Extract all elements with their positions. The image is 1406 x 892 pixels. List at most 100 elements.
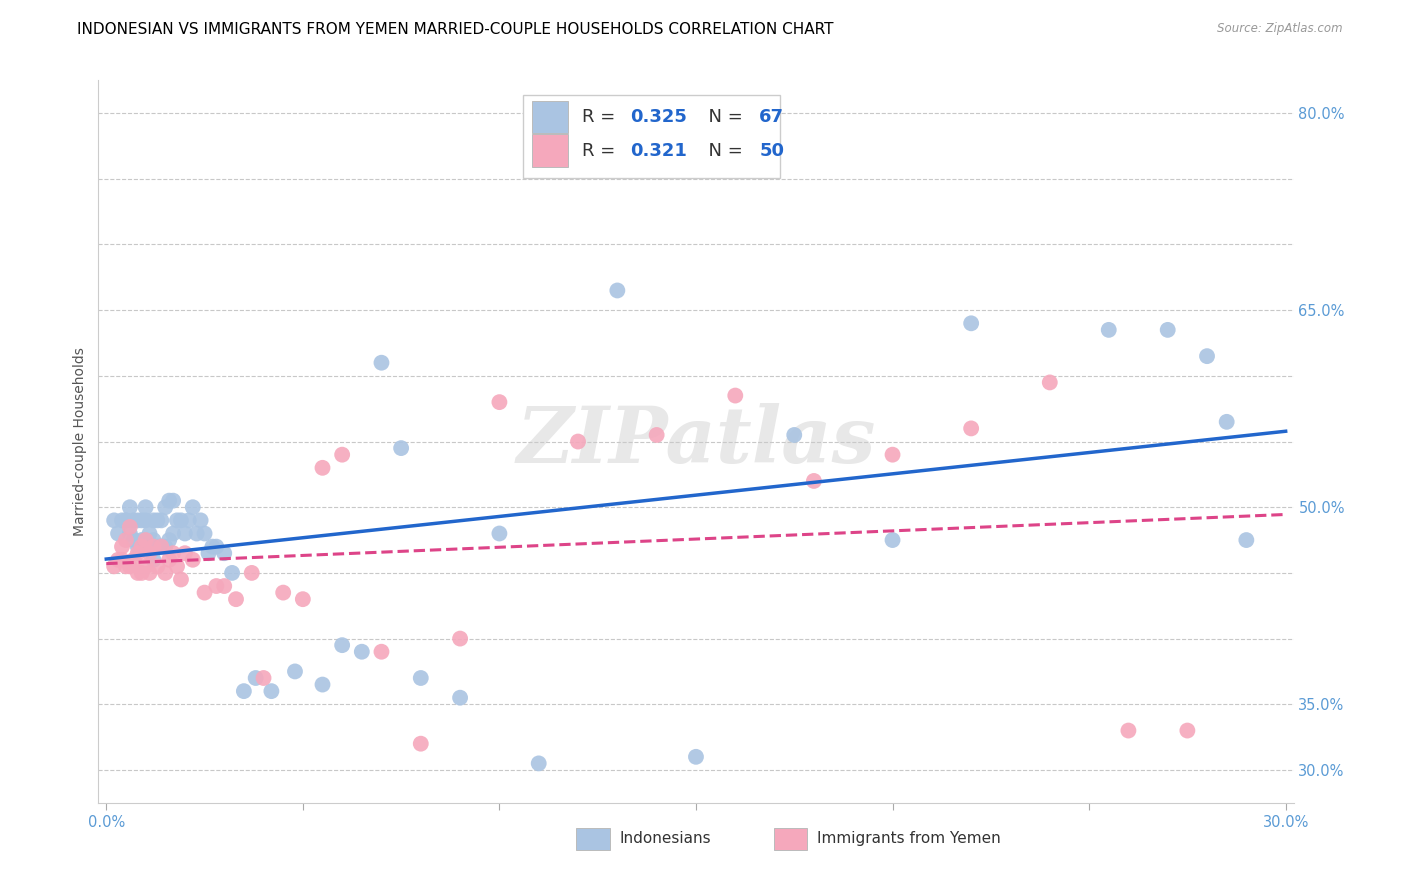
- Point: [960, 421, 983, 435]
- Text: Source: ZipAtlas.com: Source: ZipAtlas.com: [1218, 22, 1343, 36]
- Point: [197, 546, 219, 560]
- Point: [1157, 323, 1180, 337]
- Point: [205, 540, 228, 554]
- Point: [135, 500, 157, 515]
- Point: [271, 585, 294, 599]
- Point: [409, 737, 432, 751]
- Point: [118, 559, 141, 574]
- Point: [225, 592, 247, 607]
- Point: [177, 513, 200, 527]
- Point: [724, 388, 747, 402]
- Point: [150, 540, 173, 554]
- Point: [115, 513, 138, 527]
- Point: [370, 645, 392, 659]
- Point: [370, 356, 392, 370]
- Point: [127, 546, 149, 560]
- Point: [882, 533, 904, 547]
- Point: [111, 553, 134, 567]
- Point: [115, 559, 138, 574]
- Point: [193, 585, 215, 599]
- Bar: [533, 101, 568, 133]
- Text: N =: N =: [697, 108, 748, 126]
- Point: [131, 513, 153, 527]
- Point: [162, 526, 184, 541]
- Point: [1039, 376, 1062, 390]
- Point: [1195, 349, 1218, 363]
- Point: [155, 566, 177, 580]
- Point: [311, 460, 333, 475]
- Text: N =: N =: [697, 142, 748, 160]
- Point: [240, 566, 263, 580]
- Point: [1215, 415, 1237, 429]
- Point: [212, 579, 235, 593]
- Point: [122, 533, 145, 547]
- Bar: [576, 828, 610, 850]
- Point: [166, 513, 188, 527]
- Point: [803, 474, 825, 488]
- Point: [527, 756, 550, 771]
- Point: [882, 448, 904, 462]
- Point: [567, 434, 589, 449]
- Point: [135, 533, 157, 547]
- Point: [190, 513, 212, 527]
- Point: [107, 553, 129, 567]
- Point: [131, 533, 153, 547]
- Text: R =: R =: [582, 142, 621, 160]
- Point: [181, 500, 204, 515]
- Point: [122, 513, 145, 527]
- Point: [127, 540, 149, 554]
- Text: R =: R =: [582, 108, 621, 126]
- Point: [111, 540, 134, 554]
- Point: [284, 665, 307, 679]
- Point: [157, 533, 180, 547]
- Point: [201, 540, 224, 554]
- Point: [783, 428, 806, 442]
- Point: [135, 559, 157, 574]
- FancyBboxPatch shape: [523, 95, 779, 178]
- Point: [142, 533, 165, 547]
- Text: 0.325: 0.325: [630, 108, 688, 126]
- Point: [1234, 533, 1257, 547]
- Point: [1098, 323, 1121, 337]
- Point: [606, 284, 628, 298]
- Point: [127, 513, 149, 527]
- Y-axis label: Married-couple Households: Married-couple Households: [73, 347, 87, 536]
- Point: [449, 690, 471, 705]
- Point: [142, 540, 165, 554]
- Point: [488, 395, 510, 409]
- Point: [221, 566, 243, 580]
- Point: [155, 540, 177, 554]
- Point: [162, 493, 184, 508]
- Point: [131, 566, 153, 580]
- Point: [170, 513, 193, 527]
- Point: [103, 559, 125, 574]
- Point: [389, 441, 412, 455]
- Point: [155, 500, 177, 515]
- Text: Indonesians: Indonesians: [620, 831, 711, 847]
- Point: [330, 448, 353, 462]
- Point: [157, 493, 180, 508]
- Point: [107, 526, 129, 541]
- Point: [260, 684, 283, 698]
- Point: [142, 553, 165, 567]
- Point: [409, 671, 432, 685]
- Point: [245, 671, 267, 685]
- Point: [685, 749, 707, 764]
- Point: [252, 671, 274, 685]
- Point: [181, 553, 204, 567]
- Point: [115, 533, 138, 547]
- Point: [488, 526, 510, 541]
- Point: [186, 526, 208, 541]
- Point: [1177, 723, 1199, 738]
- Point: [150, 513, 173, 527]
- Point: [150, 540, 173, 554]
- Point: [174, 526, 197, 541]
- Point: [115, 513, 138, 527]
- Point: [146, 540, 169, 554]
- Point: [232, 684, 254, 698]
- Point: [138, 540, 160, 554]
- Point: [449, 632, 471, 646]
- Text: 67: 67: [759, 108, 785, 126]
- Point: [118, 520, 141, 534]
- Point: [103, 513, 125, 527]
